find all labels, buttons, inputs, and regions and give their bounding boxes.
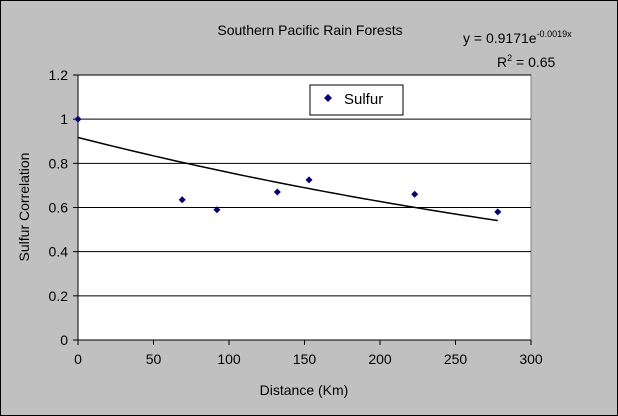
x-tick-label: 0 <box>74 351 82 367</box>
data-point <box>494 208 502 216</box>
x-tick-label: 200 <box>368 351 392 367</box>
data-point <box>178 196 186 204</box>
equation-base: y = 0.9171e <box>463 30 537 46</box>
x-axis-title: Distance (Km) <box>260 382 349 398</box>
x-tick-label: 50 <box>146 351 162 367</box>
data-point <box>411 190 419 198</box>
axes <box>73 74 532 345</box>
x-tick-label: 150 <box>293 351 317 367</box>
r2-prefix: R <box>497 54 507 70</box>
r2-superscript: 2 <box>507 53 512 63</box>
data-point <box>213 206 221 214</box>
x-tick-label: 100 <box>217 351 241 367</box>
svg-text:y = 0.9171e-0.0019x: y = 0.9171e-0.0019x <box>463 29 572 46</box>
legend-box <box>309 84 404 116</box>
legend: Sulfur <box>309 84 404 116</box>
y-tick-label: 1.2 <box>49 67 69 83</box>
legend-marker <box>324 94 332 102</box>
y-tick-label: 0.2 <box>49 288 69 304</box>
y-tick-label: 1 <box>60 111 68 127</box>
data-point <box>273 188 281 196</box>
data-points <box>74 115 502 216</box>
y-tick-label: 0.6 <box>49 200 69 216</box>
y-axis-title: Sulfur Correlation <box>16 153 32 262</box>
legend-label: Sulfur <box>344 91 383 108</box>
svg-text:R2 = 0.65: R2 = 0.65 <box>497 53 556 70</box>
x-tick-label: 300 <box>519 351 543 367</box>
y-tick-label: 0 <box>60 332 68 348</box>
trendline-equation: y = 0.9171e-0.0019x R2 = 0.65 <box>463 29 572 70</box>
x-tick-labels: 0 50 100 150 200 250 300 <box>74 351 543 367</box>
equation-exponent: -0.0019x <box>537 29 573 39</box>
r2-value: = 0.65 <box>512 54 555 70</box>
y-tick-labels: 0 0.2 0.4 0.6 0.8 1 1.2 <box>49 67 69 348</box>
y-tick-label: 0.8 <box>49 155 69 171</box>
y-tick-label: 0.4 <box>49 244 69 260</box>
data-point <box>305 176 313 184</box>
trendline <box>77 136 498 222</box>
data-point <box>74 115 82 123</box>
x-tick-label: 250 <box>444 351 468 367</box>
grid <box>78 74 531 297</box>
chart-title: Southern Pacific Rain Forests <box>217 22 402 38</box>
